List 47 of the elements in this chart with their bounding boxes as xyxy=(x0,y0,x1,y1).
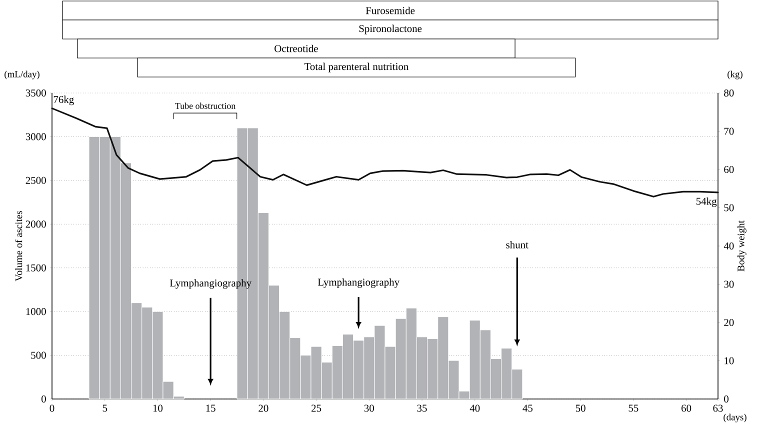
category-label: Furosemide xyxy=(366,6,415,14)
annotation: shunt xyxy=(506,240,528,248)
line-series xyxy=(51,108,719,198)
x-tick-label: 0 xyxy=(50,404,54,412)
text: (kg) xyxy=(728,70,742,80)
text: (days) xyxy=(724,414,746,422)
y-tick-label: 2000 xyxy=(26,220,46,228)
y2-tick-label: 40 xyxy=(724,242,734,250)
annotation: Lymphangiography xyxy=(318,278,400,288)
category-label: Total parenteral nutrition xyxy=(304,62,409,72)
x-tick-label: 60 xyxy=(682,404,692,412)
y-tick-label: 1000 xyxy=(26,308,46,316)
x-tick-label: 5 xyxy=(102,404,108,412)
text: (mL/day) xyxy=(4,70,40,80)
y-tick-label: 3500 xyxy=(26,89,46,97)
x-tick-label: 10 xyxy=(153,404,163,412)
x-tick-label: 45 xyxy=(522,404,533,412)
y-tick-label: 0 xyxy=(41,395,46,403)
y2-tick-label: 10 xyxy=(724,357,734,364)
x-tick-label: 55 xyxy=(628,404,638,412)
y2-tick-label: 60 xyxy=(724,166,734,174)
annotation: Tube obstruction xyxy=(175,102,236,109)
x-tick-label: 20 xyxy=(258,404,268,412)
y-tick-label: 1500 xyxy=(26,264,46,272)
x-tick-label: 15 xyxy=(206,404,216,412)
x-tick-label: 25 xyxy=(312,404,322,412)
y2-tick-label: 50 xyxy=(724,204,734,212)
annotation: Lymphangiography xyxy=(170,279,252,289)
y-tick-label: 2500 xyxy=(26,176,46,184)
y2-tick-label: 20 xyxy=(724,318,734,326)
x-tick-label: 40 xyxy=(470,404,480,412)
y-tick-label: 3000 xyxy=(26,133,46,140)
category-label: Spironolactone xyxy=(359,24,422,34)
y-axis-title: Volume of ascites xyxy=(15,211,22,282)
y2-axis-title: Body weight xyxy=(737,220,746,272)
y2-tick-label: 70 xyxy=(724,128,734,135)
annotation: 54kg xyxy=(696,197,717,207)
x-tick-label: 30 xyxy=(364,404,374,412)
x-tick-label: 63 xyxy=(713,404,723,412)
y2-tick-label: 80 xyxy=(724,89,734,97)
y2-tick-label: 0 xyxy=(724,395,729,403)
category-label: Octreotide xyxy=(274,44,318,52)
annotation: 76kg xyxy=(54,96,74,106)
x-tick-label: 50 xyxy=(576,404,586,412)
x-tick-label: 35 xyxy=(417,404,427,412)
y-tick-label: 500 xyxy=(31,352,46,359)
y2-tick-label: 30 xyxy=(724,280,734,288)
